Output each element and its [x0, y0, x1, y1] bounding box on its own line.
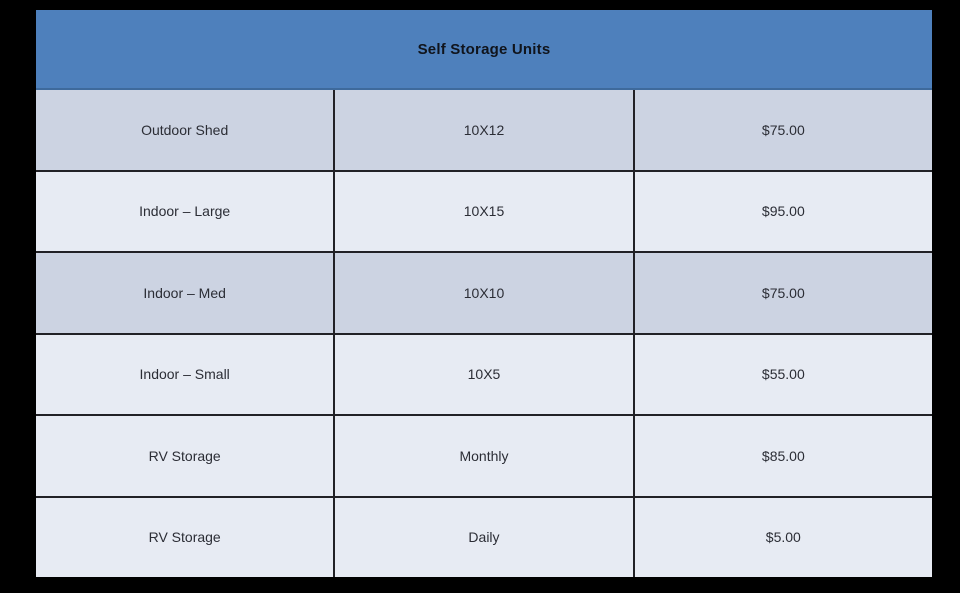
- unit-size-cell: 10X12: [333, 90, 632, 170]
- unit-price-cell: $5.00: [632, 497, 932, 577]
- unit-type-cell: Outdoor Shed: [141, 121, 229, 138]
- unit-price-cell: $75.00: [632, 253, 932, 333]
- storage-units-table: Self Storage Units Outdoor Shed 10X12 $7…: [36, 10, 932, 577]
- unit-price-cell: $75.00: [632, 90, 932, 170]
- unit-price-cell: $85.00: [632, 416, 932, 496]
- table-row: Outdoor Shed 10X12 $75.00: [36, 90, 932, 170]
- unit-size-cell: Daily: [333, 497, 632, 577]
- table-title: Self Storage Units: [417, 40, 551, 58]
- table-row: Indoor – Large 10X15 $95.00: [36, 169, 932, 251]
- table-row: RV Storage Monthly $85.00: [36, 414, 932, 496]
- unit-type-cell: RV Storage: [148, 447, 221, 464]
- unit-size-cell: 10X5: [333, 334, 632, 414]
- unit-type-cell: Indoor – Large: [139, 203, 231, 220]
- unit-price-cell: $55.00: [632, 334, 932, 414]
- unit-price-cell: $95.00: [632, 171, 932, 251]
- table-header: Self Storage Units: [36, 10, 932, 90]
- unit-type-cell: RV Storage: [148, 529, 221, 546]
- unit-type-cell: Indoor – Small: [139, 366, 230, 383]
- unit-type-cell: Indoor – Med: [143, 284, 226, 301]
- table-row: Indoor – Med 10X10 $75.00: [36, 251, 932, 333]
- unit-size-cell: Monthly: [333, 416, 632, 496]
- table-row: Indoor – Small 10X5 $55.00: [36, 332, 932, 414]
- unit-size-cell: 10X15: [333, 171, 632, 251]
- table-row: RV Storage Daily $5.00: [36, 495, 932, 577]
- unit-size-cell: 10X10: [333, 253, 632, 333]
